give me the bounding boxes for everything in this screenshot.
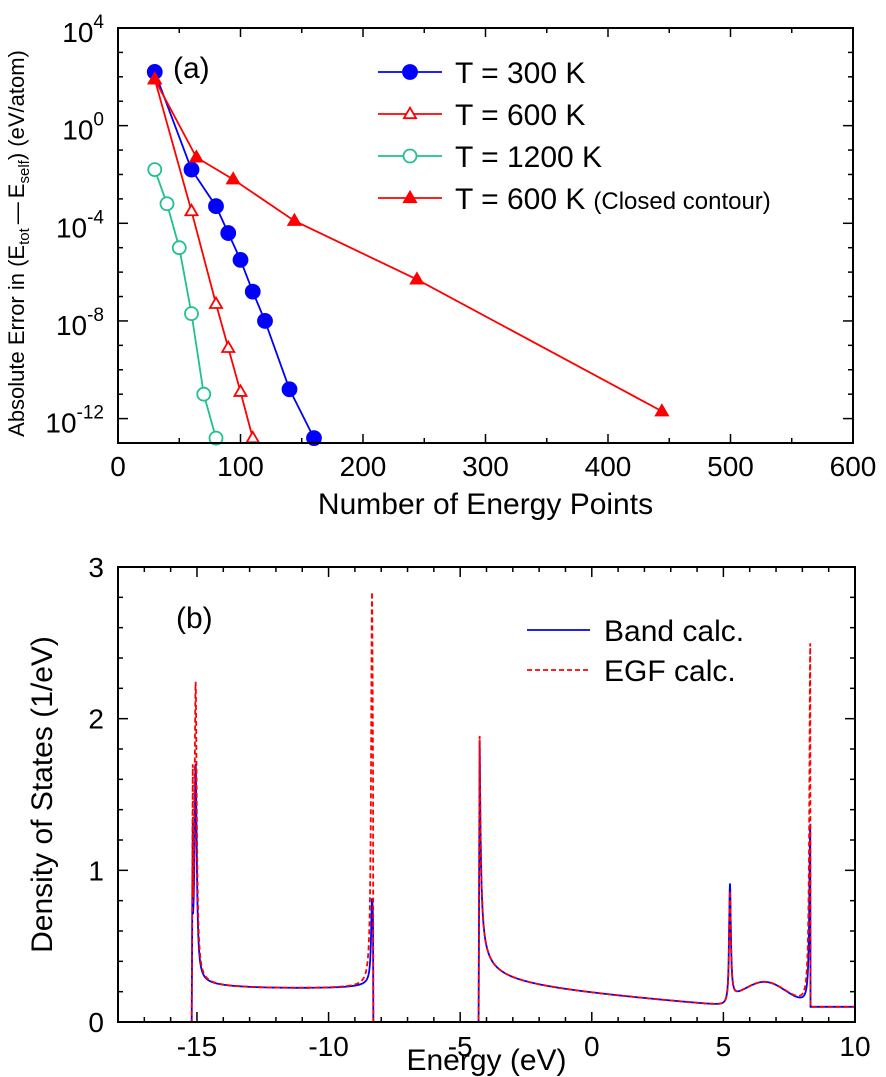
x-tick-label: 200 [340,451,387,482]
data-point [281,381,298,398]
data-point [208,295,224,309]
data-point [171,240,187,256]
series [146,64,322,447]
series [147,162,224,446]
data-point [188,149,205,163]
panel-a-y-axis-label: Absolute Error in (Etot — Eself) (eV/atom) [4,50,33,437]
panel-b-ticks [117,566,856,1023]
ylabel-suffix: ) (eV/atom) [4,50,29,160]
data-point [220,339,236,353]
data-point [402,189,418,204]
y-tick-label: 1 [88,855,104,886]
x-tick-label: 300 [462,451,509,482]
panel-a-curves [146,64,670,447]
panel-b-x-axis-label: Energy (eV) [406,1044,566,1077]
x-tick-label: 600 [830,451,877,482]
legend-label: Band calc. [604,615,744,648]
panel-b-y-axis-label: Density of States (1/eV) [26,636,59,953]
ylabel-prefix: Absolute Error in (E [4,245,29,437]
x-tick-label: 10 [839,1031,870,1062]
y-tick-label: 10-12 [45,403,104,439]
panel-b: -15 -10 -5 0 5 10 0 1 2 3 (b) Energy (eV) Density… [26,552,871,1077]
x-tick-label: 500 [707,451,754,482]
data-point [196,386,212,402]
data-point [232,383,249,397]
series [147,71,670,417]
data-point [183,203,200,217]
x-tick-label: 400 [585,451,632,482]
data-point [257,313,273,329]
data-point [402,105,418,120]
data-point [286,212,303,226]
panel-b-frame [117,566,856,1023]
ylabel-sub-tot: tot [16,227,33,245]
y-tick-label: 0 [88,1007,104,1038]
y-tick-label: 100 [62,110,104,146]
panel-a-tick-labels: 0 100 200 300 400 500 600 104 100 10-4 10-8 10-12 [45,12,876,482]
data-point [183,161,200,178]
y-tick-label: 2 [88,704,104,735]
x-tick-label: -5 [448,1031,473,1062]
legend-entry: EGF calc. [527,655,736,688]
x-tick-label: -15 [177,1031,217,1062]
series [147,71,261,444]
data-point [147,162,163,177]
y-tick-label: 104 [62,12,104,48]
panel-a-legend: T = 300 K T = 600 K T = 1200 K T = 600 K (Cl… [378,57,771,216]
data-point [220,225,237,241]
legend-entry: Band calc. [527,615,744,648]
data-point [654,403,670,417]
data-point [232,252,249,268]
data-point [208,430,224,446]
data-point [159,196,175,212]
legend-entry: T = 600 K (Closed contour) [378,183,771,216]
data-point [306,430,322,447]
panel-a-ticks [117,27,854,444]
ylabel-mid: E [4,184,29,199]
series-line [153,79,254,439]
series-line-band [118,740,855,1022]
data-point [184,306,199,322]
ylabel-dash: — [4,202,29,224]
data-point [147,71,163,85]
panel-b-label: (b) [176,602,213,635]
series-line-egf [118,591,855,1022]
legend-entry: T = 300 K [378,57,585,90]
legend-label: EGF calc. [604,655,736,688]
y-tick-label: 10-4 [56,207,104,243]
panel-a-label: (a) [173,52,210,85]
data-point [402,148,418,164]
x-tick-label: -10 [308,1031,348,1062]
legend-label: T = 1200 K [455,141,602,174]
data-point [245,430,261,444]
ylabel-sub-self: self [16,159,33,183]
legend-label: T = 300 K [455,57,585,90]
data-point [409,271,425,285]
x-tick-label: 5 [716,1031,732,1062]
legend-label: T = 600 K (Closed contour) [455,183,771,216]
data-point [402,64,418,80]
legend-label: T = 600 K [455,99,585,132]
data-point [244,283,261,300]
y-tick-label: 3 [88,552,104,583]
panel-b-legend: Band calc. EGF calc. [527,615,744,688]
x-tick-label: 100 [217,451,264,482]
series-line [153,78,663,413]
legend-entry: T = 600 K [378,99,585,132]
panel-a-x-axis-label: Number of Energy Points [318,488,653,521]
panel-b-tick-labels: -15 -10 -5 0 5 10 0 1 2 3 [88,552,870,1062]
legend-entry: T = 1200 K [378,141,602,174]
panel-b-curves [118,591,855,1022]
data-point [208,198,224,215]
data-point [225,171,241,185]
x-tick-label: 0 [110,451,126,482]
y-tick-label: 10-8 [56,305,104,341]
panel-a: 0 100 200 300 400 500 600 104 100 10-4 10-8 10-12 (… [4,12,876,521]
x-tick-label: 0 [584,1031,600,1062]
